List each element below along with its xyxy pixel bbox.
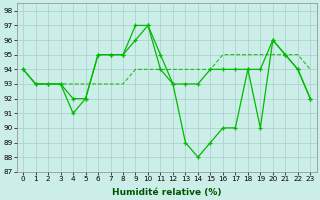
- X-axis label: Humidité relative (%): Humidité relative (%): [112, 188, 221, 197]
